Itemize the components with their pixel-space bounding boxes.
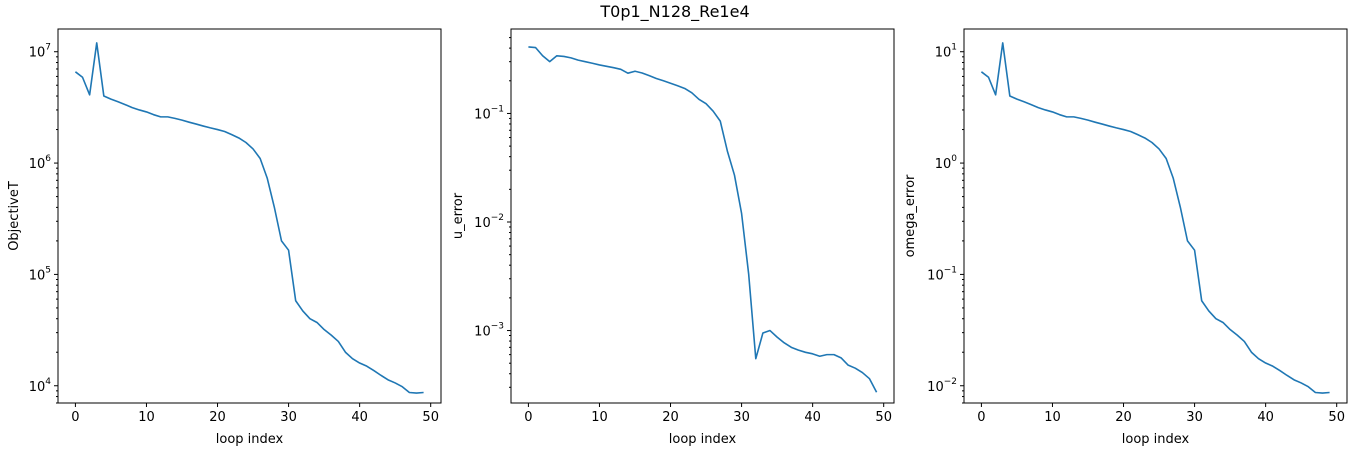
x-tick-label: 30	[280, 410, 297, 425]
x-tick-label: 40	[1257, 410, 1274, 425]
y-tick-label: 10−3	[474, 322, 504, 340]
y-tick-label: 100	[935, 154, 958, 172]
x-tick-label: 40	[804, 410, 821, 425]
y-tick-label: 10−1	[927, 265, 957, 283]
y-tick-label: 10−2	[474, 213, 504, 231]
y-tick-label: 106	[29, 154, 52, 172]
x-tick-label: 30	[1186, 410, 1203, 425]
x-tick-label: 10	[591, 410, 608, 425]
x-axis-label: loop index	[216, 432, 284, 447]
figure-title: T0p1_N128_Re1e4	[599, 2, 749, 22]
series-line	[980, 42, 1330, 394]
axes-frame	[963, 28, 1348, 404]
x-tick-label: 10	[138, 410, 155, 425]
y-axis-label: ObjectiveT	[7, 181, 22, 251]
y-tick-label: 10−1	[474, 104, 504, 122]
y-tick-label: 101	[935, 43, 957, 61]
series-line	[528, 46, 878, 393]
x-tick-label: 20	[662, 410, 679, 425]
subplot-omega-error: 0 10 20 30 40 50 10−2 10−1 100 101 loop index omega…	[903, 28, 1348, 447]
y-tick-label: 104	[29, 377, 52, 395]
subplot-objective: 0 10 20 30 40 50 104 105 106 107 loop index Objecti…	[7, 28, 442, 447]
y-tick-label: 107	[29, 43, 51, 61]
x-tick-label: 50	[1328, 410, 1345, 425]
x-tick-label: 10	[1044, 410, 1061, 425]
x-axis-label: loop index	[1122, 432, 1190, 447]
x-tick-label: 30	[733, 410, 750, 425]
axes-frame	[57, 28, 442, 404]
series-line	[74, 42, 424, 394]
y-tick-label: 10−2	[927, 377, 957, 395]
x-tick-label: 50	[422, 410, 439, 425]
x-tick-label: 20	[1115, 410, 1132, 425]
axes-frame	[510, 28, 895, 404]
x-tick-label: 40	[351, 410, 368, 425]
y-tick-label: 105	[29, 265, 51, 283]
x-tick-label: 0	[977, 410, 985, 425]
x-tick-label: 20	[209, 410, 226, 425]
y-axis-label: u_error	[451, 192, 466, 239]
x-tick-label: 50	[875, 410, 892, 425]
x-tick-label: 0	[71, 410, 79, 425]
x-tick-label: 0	[524, 410, 532, 425]
x-axis-label: loop index	[669, 432, 737, 447]
y-axis-label: omega_error	[903, 174, 918, 257]
subplot-u-error: 0 10 20 30 40 50 10−3 10−2 10−1 loop index u_error	[451, 28, 895, 447]
